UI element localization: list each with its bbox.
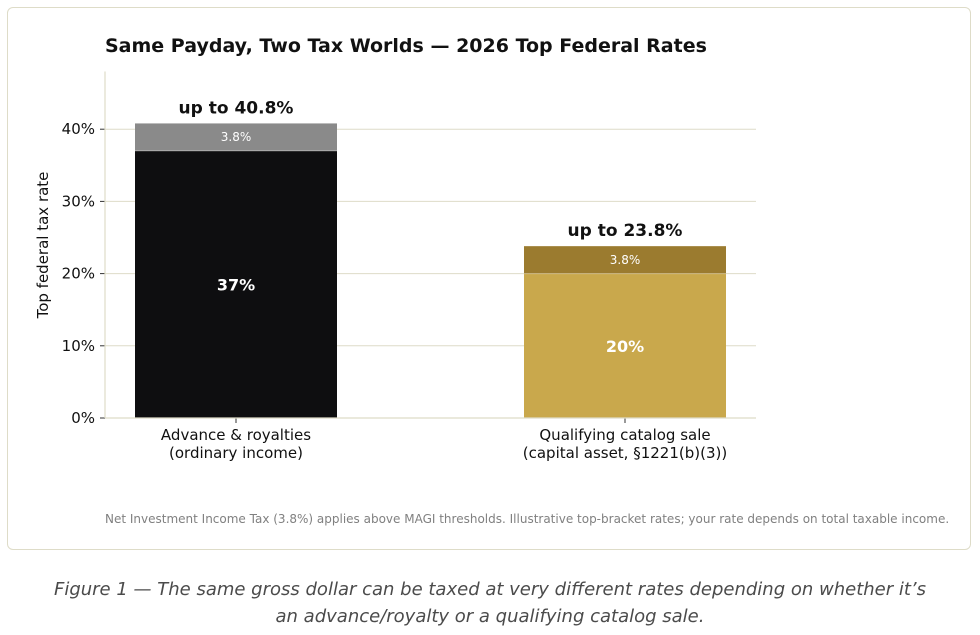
y-tick-label: 10% (62, 337, 95, 355)
total-label: up to 23.8% (568, 221, 683, 241)
chart-card: Same Payday, Two Tax Worlds — 2026 Top F… (7, 7, 971, 550)
y-tick-label: 40% (62, 120, 95, 138)
bars (135, 123, 726, 419)
category-label: (capital asset, §1221(b)(3)) (523, 444, 727, 462)
bar-segment (524, 246, 726, 274)
bar-segment (135, 150, 337, 419)
segment-label: 37% (217, 275, 255, 294)
bar-segment (524, 273, 726, 418)
figure-caption: Figure 1 — The same gross dollar can be … (53, 579, 927, 627)
category-label: (ordinary income) (169, 444, 303, 462)
labels: 37% 3.8% up to 40.8% 20% 3.8% up to 23.8% (179, 98, 683, 355)
tax-rate-chart: Same Payday, Two Tax Worlds — 2026 Top F… (34, 35, 949, 526)
segment-label: 3.8% (221, 130, 252, 144)
segment-label: 3.8% (610, 253, 641, 267)
total-label: up to 40.8% (179, 98, 294, 118)
category-label: Advance & royalties (161, 426, 311, 444)
footnote: Net Investment Income Tax (3.8%) applies… (105, 512, 949, 526)
y-tick-label: 0% (71, 409, 95, 427)
category-label: Qualifying catalog sale (539, 426, 710, 444)
chart-title: Same Payday, Two Tax Worlds — 2026 Top F… (105, 35, 707, 57)
y-tick-label: 20% (62, 265, 95, 283)
segment-label: 20% (606, 337, 644, 356)
y-axis-label: Top federal tax rate (34, 172, 52, 320)
y-tick-label: 30% (62, 192, 95, 210)
axes: 0% 10% 20% 30% 40% Advance & royalties(ordina… (62, 71, 756, 462)
bar-segment (135, 123, 337, 151)
